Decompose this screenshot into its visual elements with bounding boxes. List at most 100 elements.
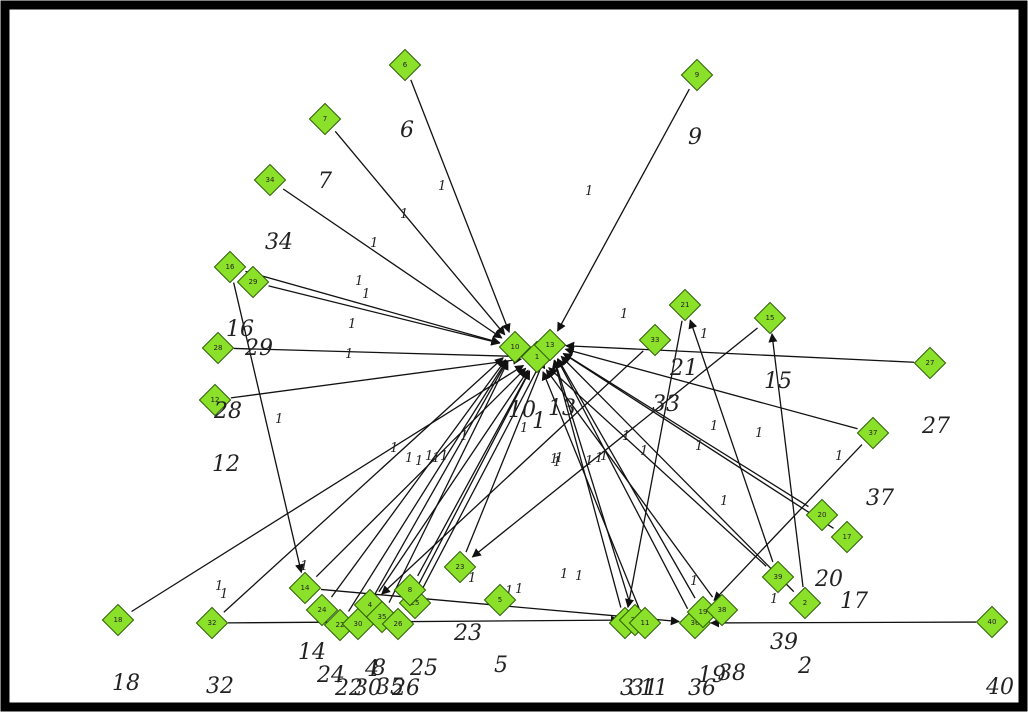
node-marker: [308, 102, 342, 136]
node-marker: [830, 520, 864, 554]
node-label-39: 39: [770, 630, 798, 655]
node-id-text: 10: [511, 343, 520, 351]
edge-weight-label: 1: [595, 451, 603, 466]
node-label-15: 15: [764, 369, 792, 394]
edge-16-10: [245, 270, 501, 345]
node-34[interactable]: 34: [253, 163, 287, 197]
node-id-text: 9: [695, 71, 699, 79]
edge-weight-label: 1: [438, 179, 446, 194]
node-28[interactable]: 28: [201, 331, 235, 365]
edge-27-13: [565, 341, 915, 363]
edge-11-1: [541, 370, 640, 609]
node-2[interactable]: 2: [788, 586, 822, 620]
node-11[interactable]: 11: [628, 606, 662, 640]
edge-weight-label: 1: [215, 579, 223, 594]
node-10[interactable]: 10: [498, 330, 532, 364]
node-37[interactable]: 37: [856, 416, 890, 450]
node-marker: [498, 330, 532, 364]
node-label-5: 5: [494, 653, 508, 678]
node-label-11: 11: [640, 676, 668, 701]
edge-weight-label: 1: [553, 455, 561, 470]
node-marker: [253, 163, 287, 197]
node-label-10: 10: [508, 398, 536, 423]
node-18[interactable]: 18: [101, 603, 135, 637]
node-39[interactable]: 39: [761, 560, 795, 594]
node-marker: [195, 606, 229, 640]
edge-38-1: [545, 369, 714, 598]
node-27[interactable]: 27: [913, 346, 947, 380]
node-label-14: 14: [298, 640, 326, 665]
edge-26-1: [404, 370, 531, 611]
node-14[interactable]: 14: [288, 571, 322, 605]
node-19[interactable]: 19: [686, 595, 720, 629]
edge-37-13: [564, 346, 858, 430]
node-label-8: 8: [372, 656, 386, 681]
edge-weight-label: 1: [620, 307, 628, 322]
node-marker: [628, 606, 662, 640]
node-label-40: 40: [985, 675, 1014, 700]
node-21[interactable]: 21: [668, 288, 702, 322]
node-label-16: 16: [226, 317, 254, 342]
node-20[interactable]: 20: [805, 498, 839, 532]
node-label-6: 6: [400, 118, 414, 143]
node-marker: [705, 593, 739, 627]
node-33[interactable]: 33: [638, 323, 672, 357]
node-26[interactable]: 26: [381, 607, 415, 641]
node-5[interactable]: 5: [483, 583, 517, 617]
edge-weight-label: 1: [370, 236, 378, 251]
node-12[interactable]: 12: [198, 383, 232, 417]
node-15[interactable]: 15: [753, 301, 787, 335]
edge-weight-label: 1: [585, 454, 593, 469]
edge-4-1: [378, 369, 529, 593]
edge-weight-label: 1: [425, 449, 433, 464]
node-32[interactable]: 32: [195, 606, 229, 640]
node-label-26: 26: [391, 676, 420, 701]
edge-weight-label: 1: [835, 449, 843, 464]
node-label-25: 25: [409, 656, 438, 681]
edge-weight-label: 1: [600, 449, 608, 464]
node-40[interactable]: 40: [975, 605, 1009, 639]
edge-22-10: [347, 359, 508, 612]
node-id-text: 26: [394, 620, 403, 628]
node-13[interactable]: 13: [533, 328, 567, 362]
edge-weight-label: 1: [440, 449, 448, 464]
edge-weight-label: 1: [550, 452, 558, 467]
node-7[interactable]: 7: [308, 102, 342, 136]
node-16[interactable]: 16: [213, 250, 247, 284]
edge-weight-label: 1: [560, 567, 568, 582]
node-label-31: 31: [630, 676, 658, 701]
node-label-3: 3: [620, 676, 634, 701]
node-label-20: 20: [814, 567, 843, 592]
edge-weight-label: 1: [690, 574, 698, 589]
edge-39-1: [548, 367, 767, 567]
edge-23-13: [465, 358, 546, 553]
node-29[interactable]: 29: [236, 265, 270, 299]
edge-weight-label: 1: [575, 569, 583, 584]
node-17[interactable]: 17: [830, 520, 864, 554]
node-9[interactable]: 9: [680, 58, 714, 92]
node-38[interactable]: 38: [705, 593, 739, 627]
node-23[interactable]: 23: [443, 550, 477, 584]
edge-weight-label: 1: [770, 592, 778, 607]
node-label-37: 37: [866, 486, 894, 511]
edge-31-13: [552, 359, 631, 605]
node-id-text: 35: [378, 613, 387, 621]
node-id-text: 20: [818, 511, 827, 519]
edge-6-10: [410, 79, 511, 333]
node-8[interactable]: 8: [393, 573, 427, 607]
edge-20-13: [562, 352, 809, 508]
node-label-21: 21: [669, 356, 698, 381]
node-6[interactable]: 6: [388, 48, 422, 82]
node-id-text: 22: [336, 621, 345, 629]
node-label-29: 29: [244, 336, 273, 361]
edge-18-1: [131, 364, 525, 613]
edge-weight-label: 1: [460, 429, 468, 444]
edge-33-4: [381, 350, 644, 595]
edge-weight-label: 1: [755, 426, 763, 441]
node-22[interactable]: 22: [323, 608, 357, 642]
node-24[interactable]: 24: [305, 593, 339, 627]
edge-36-13: [556, 358, 689, 610]
node-id-text: 6: [403, 61, 408, 69]
node-id-text: 39: [774, 573, 783, 581]
node-label-36: 36: [688, 676, 716, 701]
